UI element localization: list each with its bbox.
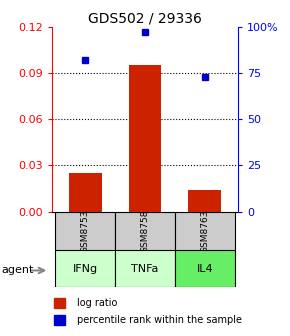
Text: IL4: IL4 [197,264,213,274]
Title: GDS502 / 29336: GDS502 / 29336 [88,12,202,26]
Text: percentile rank within the sample: percentile rank within the sample [77,316,242,325]
Text: TNFa: TNFa [131,264,159,274]
Bar [128,66,162,212]
Bar [115,250,175,287]
Text: agent: agent [1,265,34,276]
Bar [54,298,65,308]
Bar [69,173,101,212]
Bar [55,250,115,287]
Bar [175,250,235,287]
Bar [54,315,65,325]
Text: GSM8758: GSM8758 [140,209,150,253]
Bar [115,212,175,250]
Text: IFNg: IFNg [72,264,98,274]
Bar [175,212,235,250]
Bar [188,190,221,212]
Text: log ratio: log ratio [77,298,118,307]
Text: GSM8753: GSM8753 [81,209,90,253]
Text: GSM8763: GSM8763 [200,209,209,253]
Bar [55,212,115,250]
